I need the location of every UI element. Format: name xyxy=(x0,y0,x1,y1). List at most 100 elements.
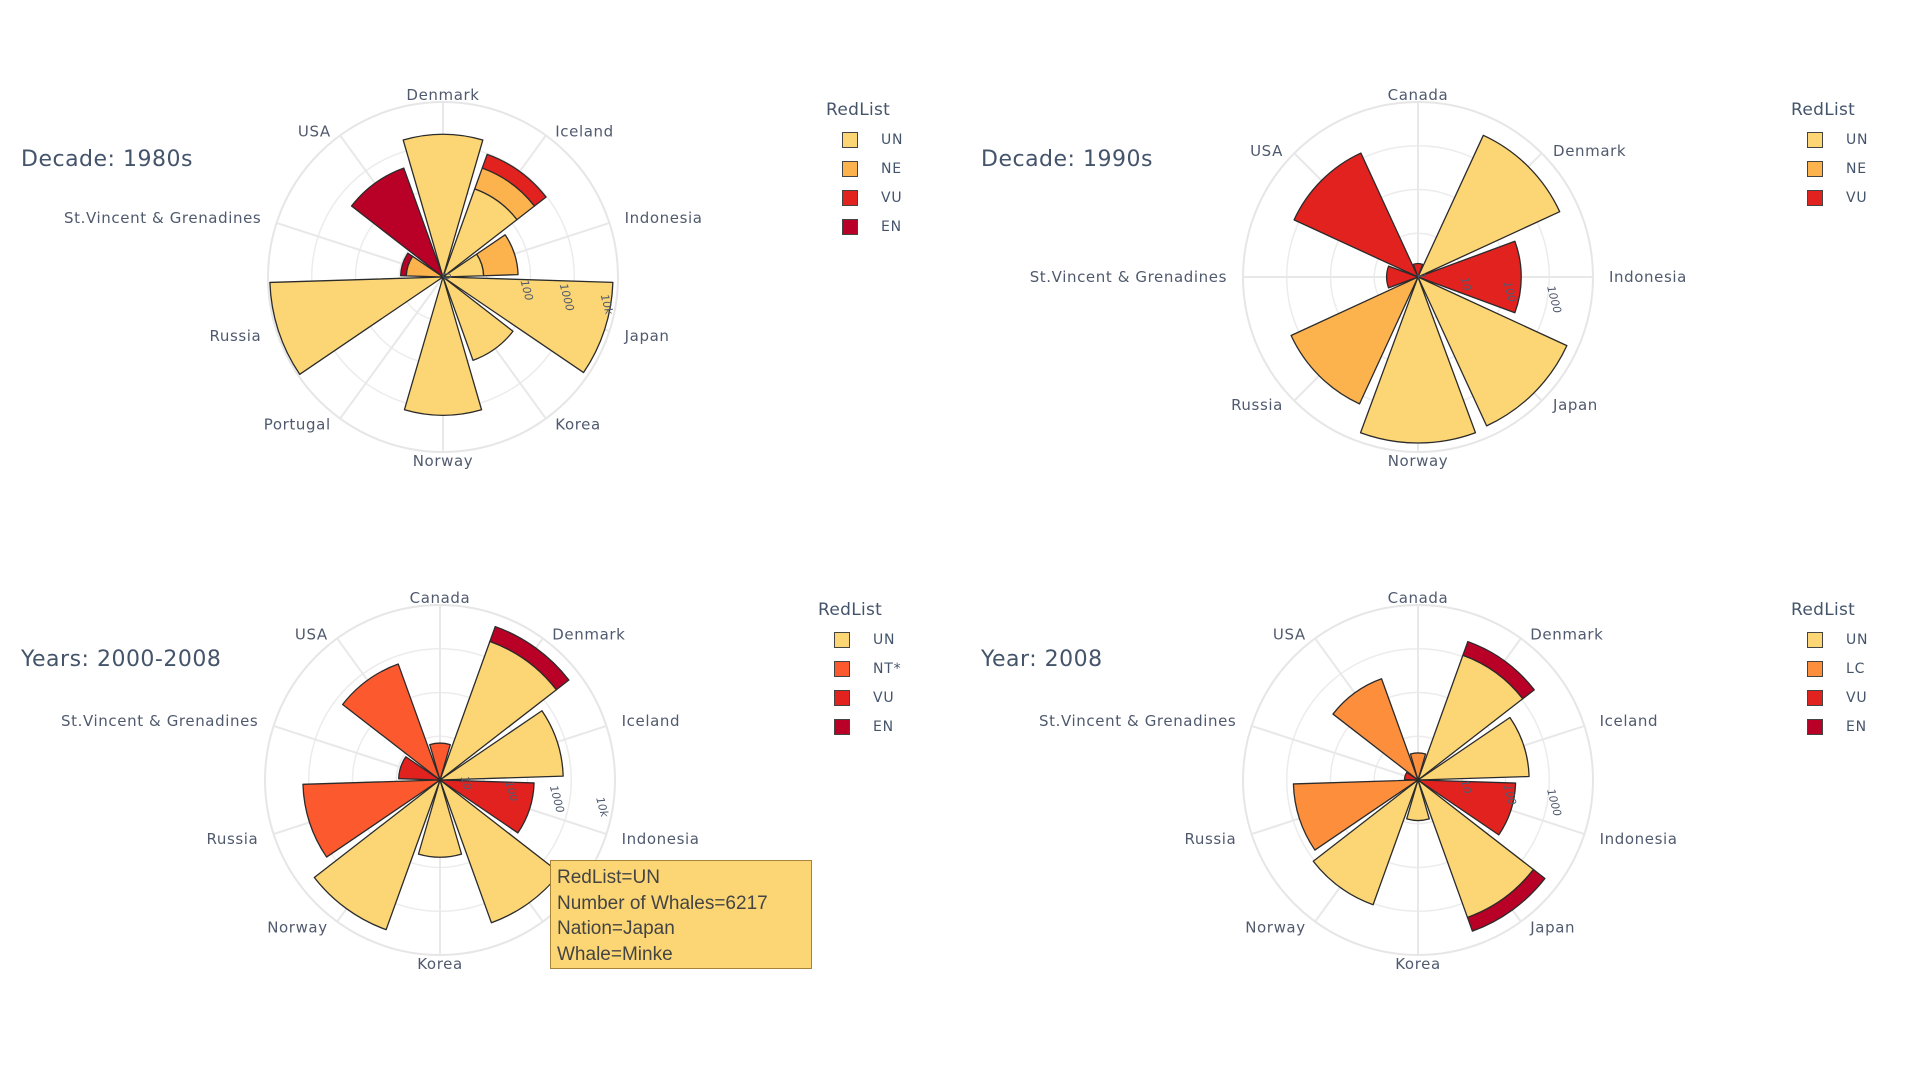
polar-chart-2000-2008: 10 100 1000 10k Canada Denmark Iceland Indonesi… xyxy=(0,500,960,1000)
legend-label: EN xyxy=(1846,718,1867,735)
angular-axis-label: St.Vincent & Grenadines xyxy=(1030,268,1227,286)
angular-axis-label: Norway xyxy=(1245,919,1306,937)
bar-EN-stvincentgrenadines[interactable] xyxy=(399,252,414,277)
bar-VU-iceland[interactable] xyxy=(481,153,547,207)
bar-UN-japan[interactable] xyxy=(1417,276,1568,427)
angular-axis-label: Russia xyxy=(206,830,258,848)
angular-axis-label: St.Vincent & Grenadines xyxy=(1039,712,1236,730)
legend-swatch xyxy=(1807,718,1823,735)
radial-tick-label: 100 xyxy=(502,779,520,803)
bar-NE-russia[interactable] xyxy=(1290,276,1419,405)
tooltip-line: Nation=Japan xyxy=(557,918,675,939)
bars xyxy=(302,625,570,931)
legend: RedList UN NE VU EN xyxy=(826,100,903,241)
tooltip-line: Whale=Minke xyxy=(557,943,673,965)
bar-UN-iceland[interactable] xyxy=(439,710,564,781)
bar-UN-korea[interactable] xyxy=(442,276,514,361)
bar-VU-canada[interactable] xyxy=(1412,262,1424,278)
legend-swatch xyxy=(834,660,850,677)
bar-VU-stvincentgrenadines[interactable] xyxy=(398,756,441,781)
bar-EN-usa[interactable] xyxy=(350,167,444,278)
legend: RedList UN NE VU xyxy=(1791,100,1868,212)
bar-UN-norway[interactable] xyxy=(403,276,483,416)
bar-UN-korea[interactable] xyxy=(1406,779,1430,822)
legend-item-vu[interactable]: VU xyxy=(826,183,903,212)
legend: RedList UN NT* VU EN xyxy=(818,600,901,741)
grid-spoke xyxy=(1251,724,1419,781)
bar-EN-japan[interactable] xyxy=(1466,868,1546,932)
legend-item-en[interactable]: EN xyxy=(1791,712,1868,741)
bar-NT*-canada[interactable] xyxy=(429,742,451,781)
legend-item-ne[interactable]: NE xyxy=(826,154,903,183)
polar-plot: 10 100 1000 10k Canada Denmark Iceland Indonesi… xyxy=(61,589,699,973)
bar-EN-denmark[interactable] xyxy=(489,625,570,691)
angular-axis-label: Norway xyxy=(413,452,474,470)
legend-item-un[interactable]: UN xyxy=(826,125,903,154)
radial-tick-label: 100 xyxy=(1501,280,1519,304)
radial-tick-label: 10 xyxy=(1457,275,1473,292)
bar-LC-russia[interactable] xyxy=(1292,779,1419,851)
legend-swatch xyxy=(1807,660,1823,677)
angular-axis-label: Canada xyxy=(410,589,471,607)
angular-axis-label: Denmark xyxy=(1530,625,1603,643)
bar-EN-denmark[interactable] xyxy=(1462,640,1535,700)
legend-item-vu[interactable]: VU xyxy=(818,683,901,712)
bars xyxy=(1290,134,1568,444)
angular-axis-label: Korea xyxy=(555,416,601,434)
bar-NE-indonesia[interactable] xyxy=(476,234,519,277)
legend-item-en[interactable]: EN xyxy=(826,212,903,241)
bar-LC-usa[interactable] xyxy=(1332,678,1419,781)
legend-item-ntstar[interactable]: NT* xyxy=(818,654,901,683)
bar-UN-norway[interactable] xyxy=(313,779,441,931)
angular-axis-label: Japan xyxy=(624,327,670,345)
angular-axis-label: Norway xyxy=(267,919,328,937)
angular-axis-label: Korea xyxy=(1395,955,1441,973)
bar-VU-indonesia[interactable] xyxy=(439,779,535,834)
legend-item-un[interactable]: UN xyxy=(818,625,901,654)
legend: RedList UN LC VU EN xyxy=(1791,600,1868,741)
legend-label: EN xyxy=(881,218,902,235)
bars xyxy=(1292,640,1546,932)
bar-UN-norway[interactable] xyxy=(1359,276,1477,444)
bar-VU-indonesia[interactable] xyxy=(1417,240,1522,314)
radial-tick-label: 1 xyxy=(1414,271,1428,281)
bar-VU-usa[interactable] xyxy=(1293,152,1419,278)
bar-UN-denmark[interactable] xyxy=(402,133,484,278)
legend-item-ne[interactable]: NE xyxy=(1791,154,1868,183)
bar-NT*-russia[interactable] xyxy=(302,779,441,858)
chart-title: Years: 2000-2008 xyxy=(21,647,222,672)
legend-swatch xyxy=(834,631,850,648)
bar-VU-indonesia[interactable] xyxy=(1417,779,1517,836)
legend-swatch xyxy=(842,160,858,177)
legend-swatch xyxy=(842,218,858,235)
angular-axis-label: Russia xyxy=(209,327,261,345)
legend-swatch xyxy=(1807,131,1823,148)
bar-UN-japan[interactable] xyxy=(442,276,614,374)
bar-UN-norway[interactable] xyxy=(1312,779,1419,906)
legend-item-vu[interactable]: VU xyxy=(1791,683,1868,712)
bar-LC-canada[interactable] xyxy=(1409,752,1427,781)
grid-spoke xyxy=(339,276,444,420)
angular-axis-label: USA xyxy=(1250,142,1283,160)
radial-tick-label: 10k xyxy=(593,796,611,820)
bar-UN-denmark[interactable] xyxy=(1417,134,1561,278)
legend-item-un[interactable]: UN xyxy=(1791,125,1868,154)
angular-axis-label: Russia xyxy=(1231,396,1283,414)
bar-UN-korea[interactable] xyxy=(417,779,463,858)
bar-UN-iceland[interactable] xyxy=(1417,716,1530,781)
angular-axis-label: St.Vincent & Grenadines xyxy=(64,209,261,227)
legend-item-lc[interactable]: LC xyxy=(1791,654,1868,683)
legend-item-vu[interactable]: VU xyxy=(1791,183,1868,212)
tooltip-line: RedList=UN xyxy=(557,867,660,888)
polar-chart-1980s: 0 100 1000 10k Denmark Iceland Indonesia Japan K… xyxy=(0,0,960,500)
angular-axis-label: Indonesia xyxy=(1609,268,1687,286)
legend-item-en[interactable]: EN xyxy=(818,712,901,741)
legend-item-un[interactable]: UN xyxy=(1791,625,1868,654)
bar-UN-russia[interactable] xyxy=(269,276,444,375)
tooltip-line: Number of Whales=6217 xyxy=(557,892,768,914)
bar-NT*-usa[interactable] xyxy=(341,663,441,781)
radial-tick-label: 10k xyxy=(598,293,616,317)
angular-axis-label: Denmark xyxy=(552,625,625,643)
bar-VU-stvincentgrenadines[interactable] xyxy=(1386,265,1419,289)
